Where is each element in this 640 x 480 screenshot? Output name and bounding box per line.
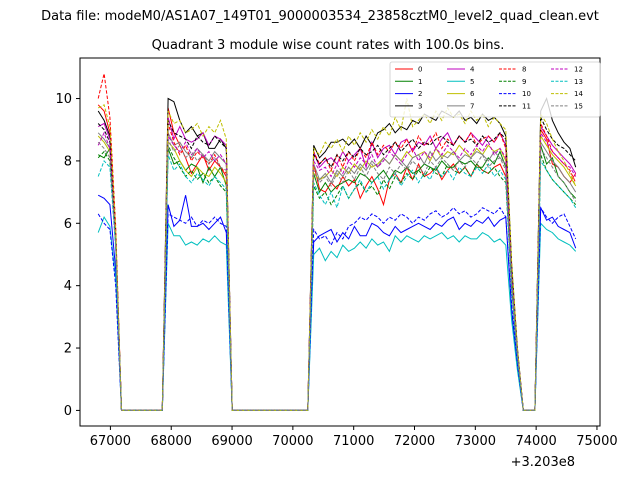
series-group (97, 73, 577, 411)
x-offset-label: +3.203e8 (511, 455, 575, 470)
figure-suptitle: Data file: modeM0/AS1A07_149T01_90000035… (41, 9, 599, 24)
x-tick-label: 68000 (151, 434, 192, 449)
series-line-15 (97, 138, 577, 411)
axes-frame (79, 57, 601, 427)
legend-label-4: 4 (470, 66, 475, 74)
series-line-10 (97, 206, 577, 411)
legend-label-9: 9 (522, 78, 526, 86)
y-tick-label: 8 (64, 154, 72, 169)
legend-label-2: 2 (418, 90, 422, 98)
legend-frame (389, 61, 601, 118)
x-tick-label: 73000 (455, 434, 496, 449)
series-line-11 (97, 117, 577, 411)
chart-title: Quadrant 3 module wise count rates with … (152, 38, 505, 53)
series-line-12 (97, 131, 577, 411)
legend-label-6: 6 (470, 90, 475, 98)
y-tick-label: 2 (64, 342, 72, 357)
legend-label-7: 7 (470, 102, 474, 110)
legend-label-11: 11 (522, 102, 531, 110)
x-tick-label: 70000 (272, 434, 313, 449)
legend-label-13: 13 (574, 78, 583, 86)
series-line-6 (97, 134, 577, 411)
legend-label-0: 0 (418, 66, 422, 74)
y-tick-label: 6 (64, 217, 72, 232)
legend-label-3: 3 (418, 102, 422, 110)
legend-label-10: 10 (522, 90, 531, 98)
y-tick-label: 10 (55, 92, 72, 107)
y-tick-label: 0 (64, 404, 72, 419)
plot-area: 67000 68000 69000 70000 71000 72000 73000 74000… (55, 57, 618, 470)
x-tick-label: 72000 (394, 434, 435, 449)
series-line-1 (97, 145, 577, 411)
legend-label-12: 12 (574, 66, 583, 74)
y-axis: 0 2 4 6 8 10 (55, 92, 80, 419)
x-tick-label: 67000 (90, 434, 131, 449)
series-line-7 (97, 132, 577, 411)
series-line-5 (97, 215, 577, 411)
x-tick-label: 74000 (515, 434, 556, 449)
legend-label-5: 5 (470, 78, 474, 86)
series-line-2 (97, 194, 577, 411)
x-tick-label: 71000 (333, 434, 374, 449)
y-tick-label: 4 (64, 279, 72, 294)
series-line-13 (97, 154, 577, 411)
legend-label-14: 14 (574, 90, 583, 98)
series-line-9 (97, 145, 577, 411)
x-tick-label: 75000 (576, 434, 617, 449)
series-line-14 (97, 98, 577, 411)
legend-label-1: 1 (418, 78, 422, 86)
series-line-0 (97, 104, 577, 411)
legend-label-8: 8 (522, 66, 526, 74)
x-tick-label: 69000 (211, 434, 252, 449)
legend-label-15: 15 (574, 102, 583, 110)
x-axis: 67000 68000 69000 70000 71000 72000 73000 74000… (90, 426, 618, 449)
